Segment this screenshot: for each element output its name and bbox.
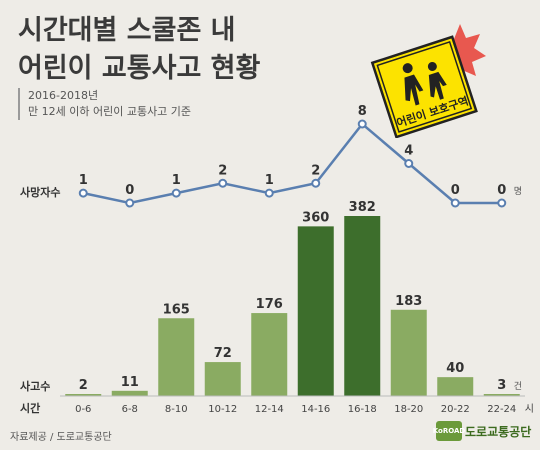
- title-line-1: 시간대별 스쿨존 내: [18, 15, 236, 46]
- x-axis-label: 시간: [20, 401, 40, 415]
- koroad-logo-mark: KoROAD: [433, 421, 465, 441]
- bar-value-label: 176: [256, 297, 283, 312]
- bar-12-14: [251, 313, 288, 396]
- line-point: [450, 198, 460, 208]
- x-tick-label: 14-16: [301, 404, 330, 415]
- line-value-label: 4: [404, 144, 413, 159]
- chart-title: 시간대별 스쿨존 내 어린이 교통사고 현황: [18, 12, 260, 88]
- deaths-row-label: 사망자수: [20, 185, 60, 199]
- line-value-label: 0: [451, 183, 460, 198]
- line-point: [311, 178, 321, 188]
- deaths-line: [82, 122, 502, 205]
- bar-value-label: 382: [349, 200, 376, 215]
- line-value-label: 2: [218, 163, 227, 178]
- bar-8-10: [158, 318, 195, 396]
- line-value-label: 1: [172, 173, 181, 188]
- bar-14-16: [297, 226, 334, 396]
- x-tick-label: 18-20: [394, 404, 423, 415]
- bar-10-12: [204, 362, 241, 396]
- line-point: [125, 198, 135, 208]
- bar-value-label: 3: [497, 378, 506, 393]
- line-point: [171, 188, 181, 198]
- x-tick-label: 8-10: [165, 404, 188, 415]
- title-line-2: 어린이 교통사고 현황: [18, 53, 261, 84]
- accidents-row-label: 사고수: [20, 379, 50, 393]
- bar-value-label: 72: [214, 346, 232, 361]
- x-tick-label: 6-8: [122, 404, 138, 415]
- x-tick-label: 0-6: [75, 404, 91, 415]
- x-tick-unit: 시: [525, 403, 534, 415]
- line-value-label: 8: [358, 104, 367, 119]
- koroad-logo: KoROAD 도로교통공단: [433, 421, 532, 441]
- subtitle: 2016-2018년 만 12세 이하 어린이 교통사고 기준: [18, 88, 191, 120]
- x-tick-label: 20-22: [441, 404, 470, 415]
- koroad-logo-text: 도로교통공단: [465, 424, 532, 439]
- line-point: [404, 159, 414, 168]
- bar-22-24: [483, 394, 520, 396]
- bar-unit-label: 건: [514, 381, 522, 392]
- line-point: [497, 198, 507, 208]
- line-value-label: 0: [125, 183, 134, 198]
- line-value-label: 1: [79, 173, 88, 188]
- x-tick-label: 12-14: [255, 404, 284, 415]
- source-note: 자료제공 / 도로교통공단: [10, 432, 112, 443]
- line-point: [264, 188, 274, 198]
- school-zone-sign-icon: 어린이 보호구역: [370, 24, 486, 138]
- bar-20-22: [437, 377, 474, 396]
- subtitle-criteria: 만 12세 이하 어린이 교통사고 기준: [28, 105, 192, 118]
- line-unit-label: 명: [514, 186, 522, 197]
- bar-value-label: 40: [446, 361, 464, 376]
- line-point: [78, 188, 88, 198]
- line-layer: [78, 119, 507, 208]
- bar-value-label: 165: [163, 302, 190, 317]
- x-tick-label: 22-24: [487, 404, 516, 415]
- bar-value-label: 11: [121, 375, 139, 390]
- bar-value-label: 2: [79, 378, 88, 393]
- bar-value-label: 360: [302, 210, 329, 225]
- line-value-label: 1: [265, 173, 274, 188]
- bars-layer: [60, 216, 525, 397]
- line-value-label: 2: [311, 163, 320, 178]
- line-point: [218, 178, 228, 188]
- bar-16-18: [344, 216, 381, 396]
- line-point: [357, 119, 367, 129]
- subtitle-period: 2016-2018년: [28, 89, 99, 102]
- x-tick-label: 10-12: [208, 404, 237, 415]
- bar-18-20: [390, 309, 427, 396]
- bar-value-label: 183: [395, 294, 422, 309]
- x-tick-label: 16-18: [348, 404, 377, 415]
- bar-6-8: [111, 390, 148, 396]
- bar-0-6: [65, 394, 102, 396]
- line-value-label: 0: [497, 183, 506, 198]
